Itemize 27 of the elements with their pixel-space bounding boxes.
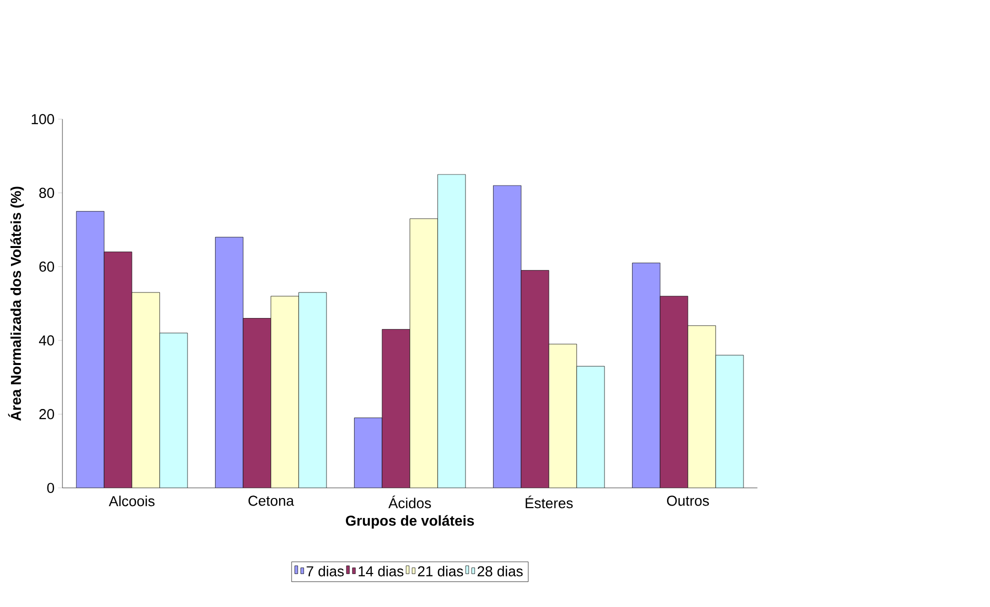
bar: [382, 329, 410, 488]
bar: [243, 318, 271, 488]
y-tick-label: 60: [39, 262, 54, 272]
bar: [104, 252, 132, 488]
legend-label: 28 dias: [478, 566, 523, 576]
bar: [438, 174, 466, 488]
legend-label: 14 dias: [358, 566, 404, 576]
bar: [298, 292, 327, 488]
y-axis-title: Área Normalizada dos Voláteis (%): [8, 186, 24, 421]
x-tick-label: Ácidos: [388, 496, 431, 508]
y-tick-label: 80: [39, 188, 54, 198]
bar: [160, 332, 188, 488]
legend-label: 21 dias: [418, 566, 464, 576]
y-tick-label: 40: [39, 335, 54, 346]
bar: [521, 270, 549, 488]
y-tick-label: 0: [47, 482, 54, 493]
bar: [660, 296, 688, 488]
x-tick-label: Outros: [667, 496, 709, 506]
x-axis-title: Grupos de voláteis: [346, 515, 474, 529]
y-tick-label: 20: [39, 409, 54, 420]
x-tick-label: Cetona: [248, 496, 294, 506]
x-tick-label: Alcoois: [108, 496, 155, 506]
bar: [715, 354, 744, 488]
bar: [576, 366, 604, 488]
x-tick-label: Ésteres: [526, 496, 573, 508]
y-tick-label: 100: [32, 114, 54, 124]
legend-label: 7 dias: [306, 566, 344, 576]
